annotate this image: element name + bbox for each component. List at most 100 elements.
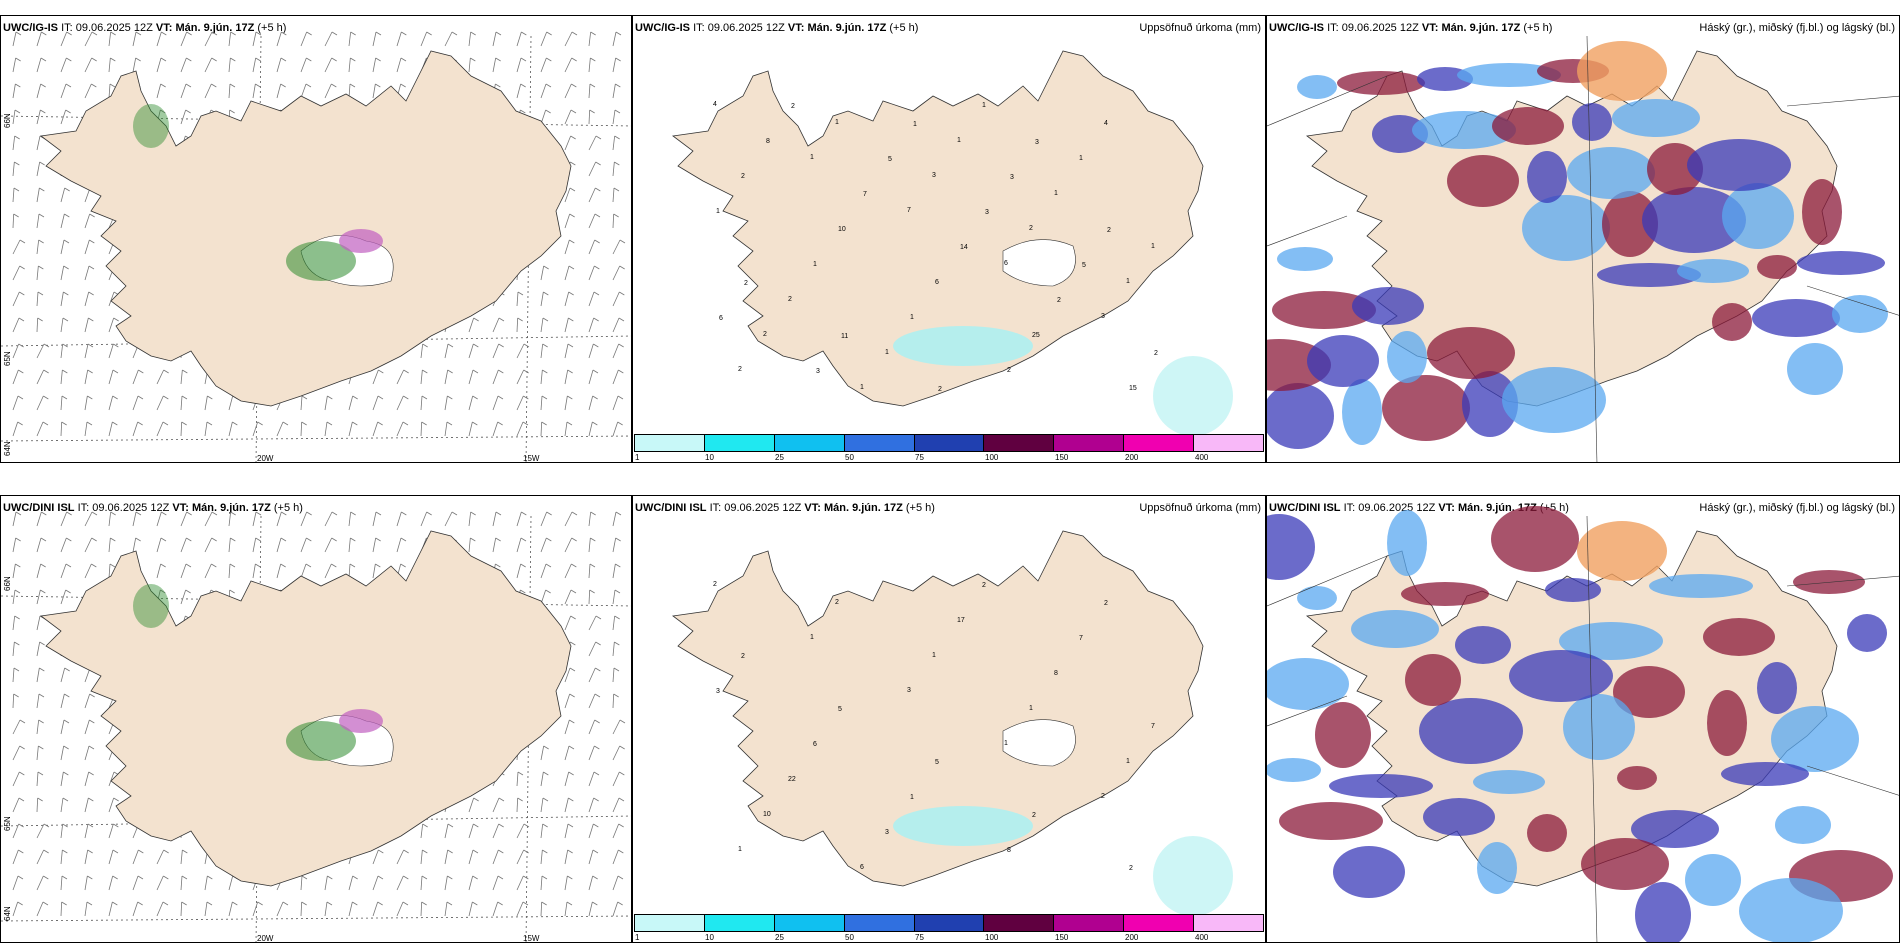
wind-barb <box>468 57 471 73</box>
wind-barb-flag <box>301 395 308 400</box>
wind-barb-flag <box>160 589 166 594</box>
wind-barb-flag <box>135 31 142 36</box>
wind-barb-flag <box>571 57 577 62</box>
wind-barb <box>252 31 257 47</box>
wind-barb <box>468 823 474 839</box>
wind-barb-flag <box>112 901 118 906</box>
wind-barb <box>588 719 596 735</box>
wind-barb <box>612 745 621 761</box>
wind-barb <box>372 849 379 865</box>
wind-barb-flag <box>137 421 143 426</box>
colorbar-label: 25 <box>775 933 784 942</box>
wind-barb-flag <box>590 537 596 542</box>
showers-area <box>133 584 169 628</box>
wind-barb <box>60 693 65 709</box>
precip-value: 8 <box>1054 670 1058 677</box>
wind-barb <box>252 563 256 579</box>
wind-barb <box>564 213 571 229</box>
cloud-patch <box>1577 41 1667 101</box>
wind-barb-flag <box>613 187 620 192</box>
colorbar-swatch <box>844 435 915 451</box>
cloud-patch <box>1757 255 1797 279</box>
wind-barb <box>492 369 499 385</box>
wind-barb-flag <box>615 57 621 62</box>
wind-barb <box>300 57 307 73</box>
wind-barb <box>516 823 525 839</box>
wind-barb <box>12 31 17 47</box>
wind-barb-flag <box>421 901 427 906</box>
precip-value: 2 <box>713 581 717 588</box>
wind-barb-flag <box>41 31 47 36</box>
wind-barb <box>36 797 39 813</box>
wind-barb-flag <box>91 563 97 568</box>
wind-barb <box>372 395 379 411</box>
it-label: IT: <box>77 502 90 514</box>
wind-barb-flag <box>88 291 94 296</box>
wind-barb <box>204 395 208 411</box>
cloud-patch <box>1333 846 1405 898</box>
precip-value: 2 <box>1129 865 1133 872</box>
wind-barb-flag <box>473 797 479 802</box>
colorbar-label: 200 <box>1125 933 1139 942</box>
wind-barb <box>12 589 16 605</box>
wind-barb <box>468 343 474 359</box>
wind-barb <box>204 511 213 527</box>
wind-barb <box>588 797 595 813</box>
wind-barb-flag <box>472 395 478 400</box>
wind-barb <box>60 771 64 787</box>
wind-barb <box>12 667 15 683</box>
precip-value: 4 <box>1104 120 1108 127</box>
precip-value: 7 <box>1079 635 1083 642</box>
wind-barb <box>612 641 615 657</box>
wind-barb-flag <box>522 421 529 426</box>
wind-barb-flag <box>43 823 50 828</box>
wind-barb <box>372 57 377 73</box>
wind-barb-flag <box>617 395 624 400</box>
cloud-patch <box>1297 75 1337 99</box>
wind-barb-flag <box>229 563 236 568</box>
wind-barb-flag <box>38 265 44 270</box>
wind-barb <box>492 395 499 411</box>
colorbar-label: 10 <box>705 933 714 942</box>
wind-barb-flag <box>426 31 432 36</box>
wind-barb <box>540 797 544 813</box>
wind-barb-flag <box>62 797 69 802</box>
wind-barb-flag <box>568 771 574 776</box>
wind-barb-flag <box>301 875 308 880</box>
wind-barb-flag <box>112 395 118 400</box>
colorbar-label: 75 <box>915 933 924 942</box>
precip-value: 2 <box>1104 600 1108 607</box>
wind-barb <box>180 369 183 385</box>
model-name: UWC/IG-IS <box>1269 22 1324 34</box>
wind-barb <box>612 693 615 709</box>
wind-barb <box>588 369 594 385</box>
wind-barb <box>468 421 473 437</box>
wind-barb <box>348 57 351 73</box>
wind-barb <box>420 823 424 839</box>
cloud-patch <box>1752 299 1840 337</box>
model-name: UWC/DINI ISL <box>635 502 707 514</box>
wind-barb <box>420 849 423 865</box>
wind-barb <box>612 901 619 917</box>
wind-barb-flag <box>14 161 20 166</box>
precip-value: 3 <box>985 209 989 216</box>
wind-barb-flag <box>18 823 24 828</box>
wind-barb <box>36 395 44 411</box>
precip-value: 2 <box>1154 350 1158 357</box>
wind-barb-flag <box>17 395 24 400</box>
panel-title: Háský (gr.), miðský (fj.bl.) og lágský (… <box>1699 502 1895 514</box>
wind-barb <box>492 421 499 437</box>
wind-barb <box>12 771 20 787</box>
wind-barb <box>612 161 615 177</box>
wind-barb-flag <box>497 875 504 880</box>
wind-barb <box>84 343 89 359</box>
wind-barb <box>204 421 208 437</box>
wind-barb-flag <box>375 537 381 542</box>
wind-barb <box>156 421 164 437</box>
precip-value: 2 <box>791 103 795 110</box>
wind-barb <box>564 589 572 605</box>
wind-barb-flag <box>87 875 93 880</box>
wind-barb-flag <box>38 693 45 698</box>
wind-barb <box>132 901 139 917</box>
wind-barb <box>588 615 597 631</box>
